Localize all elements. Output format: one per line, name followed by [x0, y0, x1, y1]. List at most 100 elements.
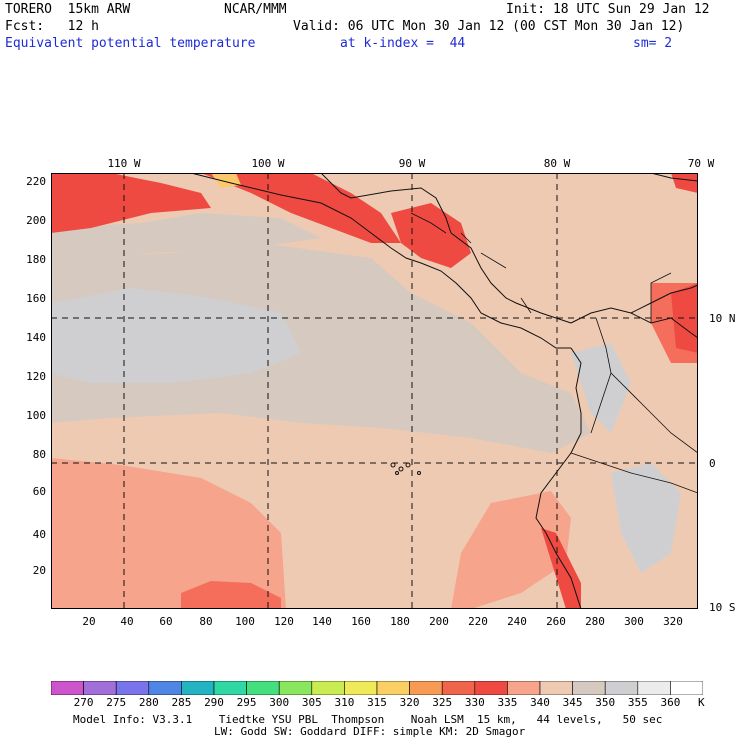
lon-label-80w: 80 W: [543, 157, 571, 170]
y-tick: 220: [26, 175, 46, 188]
colorbar-label: 315: [367, 696, 387, 709]
field-region-330-northwest: [51, 173, 211, 233]
colorbar-label: 270: [73, 696, 94, 709]
y-tick: 20: [32, 564, 46, 577]
lat-lon-grid: [51, 173, 698, 609]
y-tick: 140: [26, 331, 46, 344]
y-tick: 80: [32, 448, 46, 461]
coastline-venezuela: [630, 284, 698, 314]
x-tick: 260: [546, 615, 566, 628]
colorbar-label: 330: [464, 696, 485, 709]
x-tick: 320: [663, 615, 683, 628]
field-region-330-northeast: [671, 173, 698, 193]
level-info: at k-index = 44: [340, 36, 466, 51]
smoothing-info: sm= 2: [633, 36, 673, 51]
field-region-330-peru: [541, 528, 581, 609]
field-region-340-southeast: [451, 491, 571, 609]
organization: NCAR/MMM: [224, 2, 287, 17]
x-tick: 100: [235, 615, 255, 628]
x-tick: 20: [82, 615, 96, 628]
colorbar-label: 355: [627, 696, 648, 709]
colorbar-label: 300: [269, 696, 290, 709]
colorbar-swatch: [311, 681, 345, 695]
colorbar-swatch: [670, 681, 703, 695]
physics-info: LW: Godd SW: Goddard DIFF: simple KM: 2D…: [214, 725, 526, 738]
y-tick: 40: [32, 528, 46, 541]
colorbar-swatch: [637, 681, 671, 695]
colorbar-label: 290: [204, 696, 224, 709]
x-tick: 240: [507, 615, 527, 628]
y-tick: 60: [32, 485, 46, 498]
lat-label-10s: 10 S: [709, 601, 736, 614]
colorbar-label: 360: [660, 696, 681, 709]
colorbar-swatch: [409, 681, 443, 695]
colorbar-swatch: [604, 681, 639, 695]
lon-label-100w: 100 W: [251, 157, 285, 170]
field-name: Equivalent potential temperature: [5, 36, 256, 51]
lon-label-70w: 70 W: [687, 157, 715, 170]
forecast-hour: Fcst: 12 h: [5, 19, 99, 34]
x-tick: 80: [199, 615, 213, 628]
field-region-330-colombia: [671, 283, 698, 353]
coastline-south-america: [535, 307, 698, 609]
colorbar-swatch: [115, 681, 150, 695]
valid-time: Valid: 06 UTC Mon 30 Jan 12 (00 CST Mon …: [293, 19, 685, 34]
lat-label-10n: 10 N: [709, 312, 736, 325]
colorbar-swatch: [278, 681, 313, 695]
x-tick: 60: [159, 615, 173, 628]
init-time: Init: 18 UTC Sun 29 Jan 12: [506, 2, 710, 17]
colorbar-label: 310: [334, 696, 355, 709]
y-tick: 180: [26, 253, 46, 266]
colorbar-label: 320: [399, 696, 420, 709]
colorbar-swatch: [376, 681, 410, 695]
y-tick: 200: [26, 214, 46, 227]
colorbar-swatch: [181, 681, 215, 695]
model-title: TORERO 15km ARW: [5, 2, 131, 17]
y-tick: 100: [26, 409, 46, 422]
x-tick: 40: [120, 615, 134, 628]
x-tick: 280: [585, 615, 605, 628]
field-region-330-mexico: [201, 173, 401, 243]
colorbar-swatch: [344, 681, 378, 695]
model-info: Model Info: V3.3.1 Tiedtke YSU PBL Thomp…: [73, 713, 663, 726]
colorbar-label: 285: [171, 696, 192, 709]
colorbar-swatch: [441, 681, 476, 695]
colorbar-label: 340: [530, 696, 550, 709]
colorbar: [51, 681, 703, 695]
colorbar-swatch: [507, 681, 541, 695]
field-region-355-west: [51, 288, 301, 383]
colorbar-swatch: [213, 681, 247, 695]
colorbar-label: 305: [301, 696, 322, 709]
colorbar-swatch: [572, 681, 606, 695]
field-region-330-centralamerica: [391, 203, 471, 268]
field-region-320-hotspot: [211, 173, 241, 188]
y-tick: 120: [26, 370, 46, 383]
colorbar-swatch: [539, 681, 573, 695]
x-tick: 160: [351, 615, 371, 628]
field-region-355-east: [571, 343, 631, 433]
theta-e-map: [51, 173, 698, 609]
field-region-350-northwest: [51, 213, 321, 263]
colorbar-label: 345: [562, 696, 583, 709]
lon-label-90w: 90 W: [398, 157, 426, 170]
colorbar-label: 325: [432, 696, 453, 709]
colorbar-swatch: [246, 681, 280, 695]
lon-label-110w: 110 W: [107, 157, 141, 170]
y-tick: 160: [26, 292, 46, 305]
colorbar-label: 335: [497, 696, 518, 709]
x-tick: 140: [312, 615, 332, 628]
border-lines: [410, 212, 698, 494]
colorbar-swatch: [148, 681, 182, 695]
x-tick: 200: [429, 615, 449, 628]
colorbar-label: 275: [106, 696, 127, 709]
x-tick: 300: [624, 615, 644, 628]
colorbar-swatch: [51, 681, 84, 695]
x-tick: 180: [390, 615, 410, 628]
x-tick: 220: [468, 615, 488, 628]
coastline-caribbean-ca: [450, 232, 572, 324]
colorbar-label: 280: [138, 696, 159, 709]
coastline-cuba: [650, 173, 698, 182]
colorbar-swatch: [83, 681, 117, 695]
lat-label-0: 0: [709, 457, 716, 470]
colorbar-swatch: [474, 681, 508, 695]
